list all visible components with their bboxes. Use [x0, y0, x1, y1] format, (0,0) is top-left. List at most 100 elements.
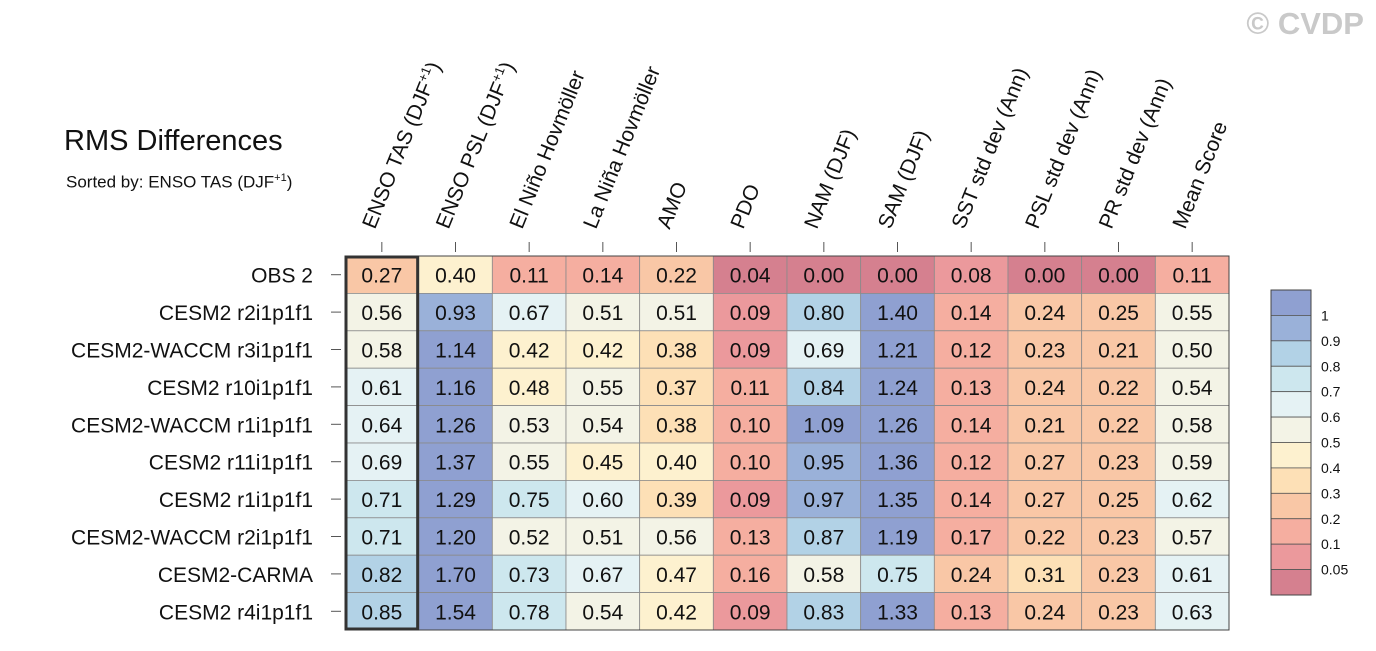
cell-value: 0.57 [1172, 527, 1213, 550]
cell-value: 0.11 [731, 377, 770, 400]
heatmap-cell [933, 330, 1009, 369]
cell-value: 0.75 [877, 564, 918, 587]
heatmap-cell [712, 479, 788, 519]
colorbar-swatch [1270, 315, 1312, 342]
cell-value: 0.27 [361, 265, 402, 288]
heatmap-cell [418, 330, 493, 369]
heatmap-cell [1007, 292, 1083, 332]
cell-value: 1.70 [435, 564, 476, 587]
row-label: CESM2-WACCM r1i1p1f1 [71, 414, 313, 437]
cell-value: 1.14 [435, 340, 476, 363]
heatmap-cell [344, 479, 420, 519]
heatmap-cell [933, 592, 1009, 631]
heatmap-cell [1007, 330, 1083, 369]
cell-value: 0.75 [509, 489, 550, 512]
colorbar-swatch [1270, 391, 1312, 418]
cell-value: 0.42 [509, 340, 550, 363]
column-label: AMO [653, 179, 692, 232]
cell-value: 0.64 [361, 414, 402, 437]
cell-value: 0.85 [361, 601, 402, 624]
cell-value: 0.69 [803, 340, 844, 363]
cell-value: 0.82 [361, 564, 402, 587]
colorbar-tick-label: 0.8 [1321, 358, 1341, 374]
heatmap-cell [1081, 592, 1156, 631]
cell-value: 0.38 [656, 340, 697, 363]
cell-value: 0.37 [656, 377, 697, 400]
cell-value: 0.00 [877, 265, 918, 288]
heatmap-cell [418, 479, 493, 519]
heatmap-cell [860, 554, 935, 594]
cell-value: 0.51 [656, 302, 697, 325]
heatmap-cell [933, 479, 1009, 519]
colorbar-tick-label: 0.5 [1321, 435, 1341, 451]
cell-value: 0.54 [582, 414, 623, 437]
cell-value: 0.13 [951, 377, 992, 400]
cell-value: 0.71 [361, 489, 402, 512]
colorbar-swatch [1270, 492, 1312, 520]
cell-value: 0.17 [951, 527, 992, 550]
cell-value: 1.35 [877, 489, 918, 512]
cell-value: 0.08 [951, 265, 992, 288]
heatmap-cell [1007, 554, 1083, 594]
heatmap-cell [860, 255, 935, 294]
colorbar-tick-label: 0.6 [1321, 409, 1341, 425]
heatmap-cell [639, 292, 714, 332]
cell-value: 0.04 [730, 265, 771, 288]
cell-value: 1.37 [435, 452, 476, 475]
colorbar-swatch [1270, 467, 1312, 494]
cell-value: 0.97 [803, 489, 844, 512]
row-label: CESM2-WACCM r2i1p1f1 [71, 527, 313, 550]
heatmap-cell [1007, 479, 1083, 519]
heatmap-cell [418, 592, 493, 631]
cell-value: 0.39 [656, 489, 697, 512]
row-label: CESM2-WACCM r3i1p1f1 [71, 340, 313, 363]
cell-value: 0.53 [509, 414, 550, 437]
column-label: SAM (DJF) [874, 127, 934, 232]
row-label: CESM2-CARMA [158, 564, 313, 587]
heatmap-cell [1081, 517, 1156, 556]
heatmap-cell [491, 517, 567, 556]
heatmap-cell [786, 479, 862, 519]
cell-value: 0.09 [730, 340, 771, 363]
row-label: CESM2 r2i1p1f1 [159, 302, 313, 325]
colorbar-swatch [1270, 518, 1312, 545]
heatmap-cell [786, 517, 862, 556]
heatmap-cell [1154, 292, 1230, 332]
heatmap-cell [565, 330, 641, 369]
colorbar-swatch [1270, 340, 1312, 367]
cell-value: 0.13 [951, 601, 992, 624]
column-label: NAM (DJF) [800, 126, 861, 232]
cell-value: 1.29 [435, 489, 476, 512]
cell-value: 0.93 [435, 302, 476, 325]
cell-value: 1.40 [877, 302, 918, 325]
column-label: PR std dev (Ann) [1095, 75, 1176, 232]
colorbar-tick-label: 0.2 [1321, 511, 1341, 527]
cell-value: 0.22 [656, 265, 697, 288]
heatmap-cell [418, 554, 493, 594]
cell-value: 1.24 [877, 377, 918, 400]
cell-value: 0.56 [361, 302, 402, 325]
cell-value: 1.33 [877, 601, 918, 624]
heatmap-cell [639, 405, 714, 444]
heatmap-cell [418, 405, 493, 444]
cell-value: 0.51 [582, 302, 623, 325]
heatmap-cells: 0.27 0.40 0.11 0.14 0.22 0.04 0.00 0.00 0.08 0.00… [344, 255, 1230, 631]
column-label: ENSO TAS (DJF+1) [356, 58, 446, 232]
colorbar: 1 0.9 0.8 0.7 0.6 0.5 0.4 0.3 0.2 0.1 0.05 [1270, 289, 1348, 596]
cell-value: 1.09 [803, 414, 844, 437]
cell-value: 0.00 [1024, 265, 1065, 288]
heatmap-cell [712, 442, 788, 481]
heatmap-cell [639, 554, 714, 594]
cell-value: 0.78 [509, 601, 550, 624]
chart-title: RMS Differences [64, 125, 283, 157]
cell-value: 0.59 [1172, 452, 1213, 475]
cell-value: 0.13 [730, 527, 771, 550]
heatmap-cell [786, 255, 862, 294]
cell-value: 0.42 [656, 601, 697, 624]
cell-value: 0.95 [803, 452, 844, 475]
column-label: Mean Score [1168, 118, 1232, 232]
cell-value: 0.24 [1024, 302, 1065, 325]
cell-value: 1.26 [435, 414, 476, 437]
cell-value: 0.58 [1172, 414, 1213, 437]
